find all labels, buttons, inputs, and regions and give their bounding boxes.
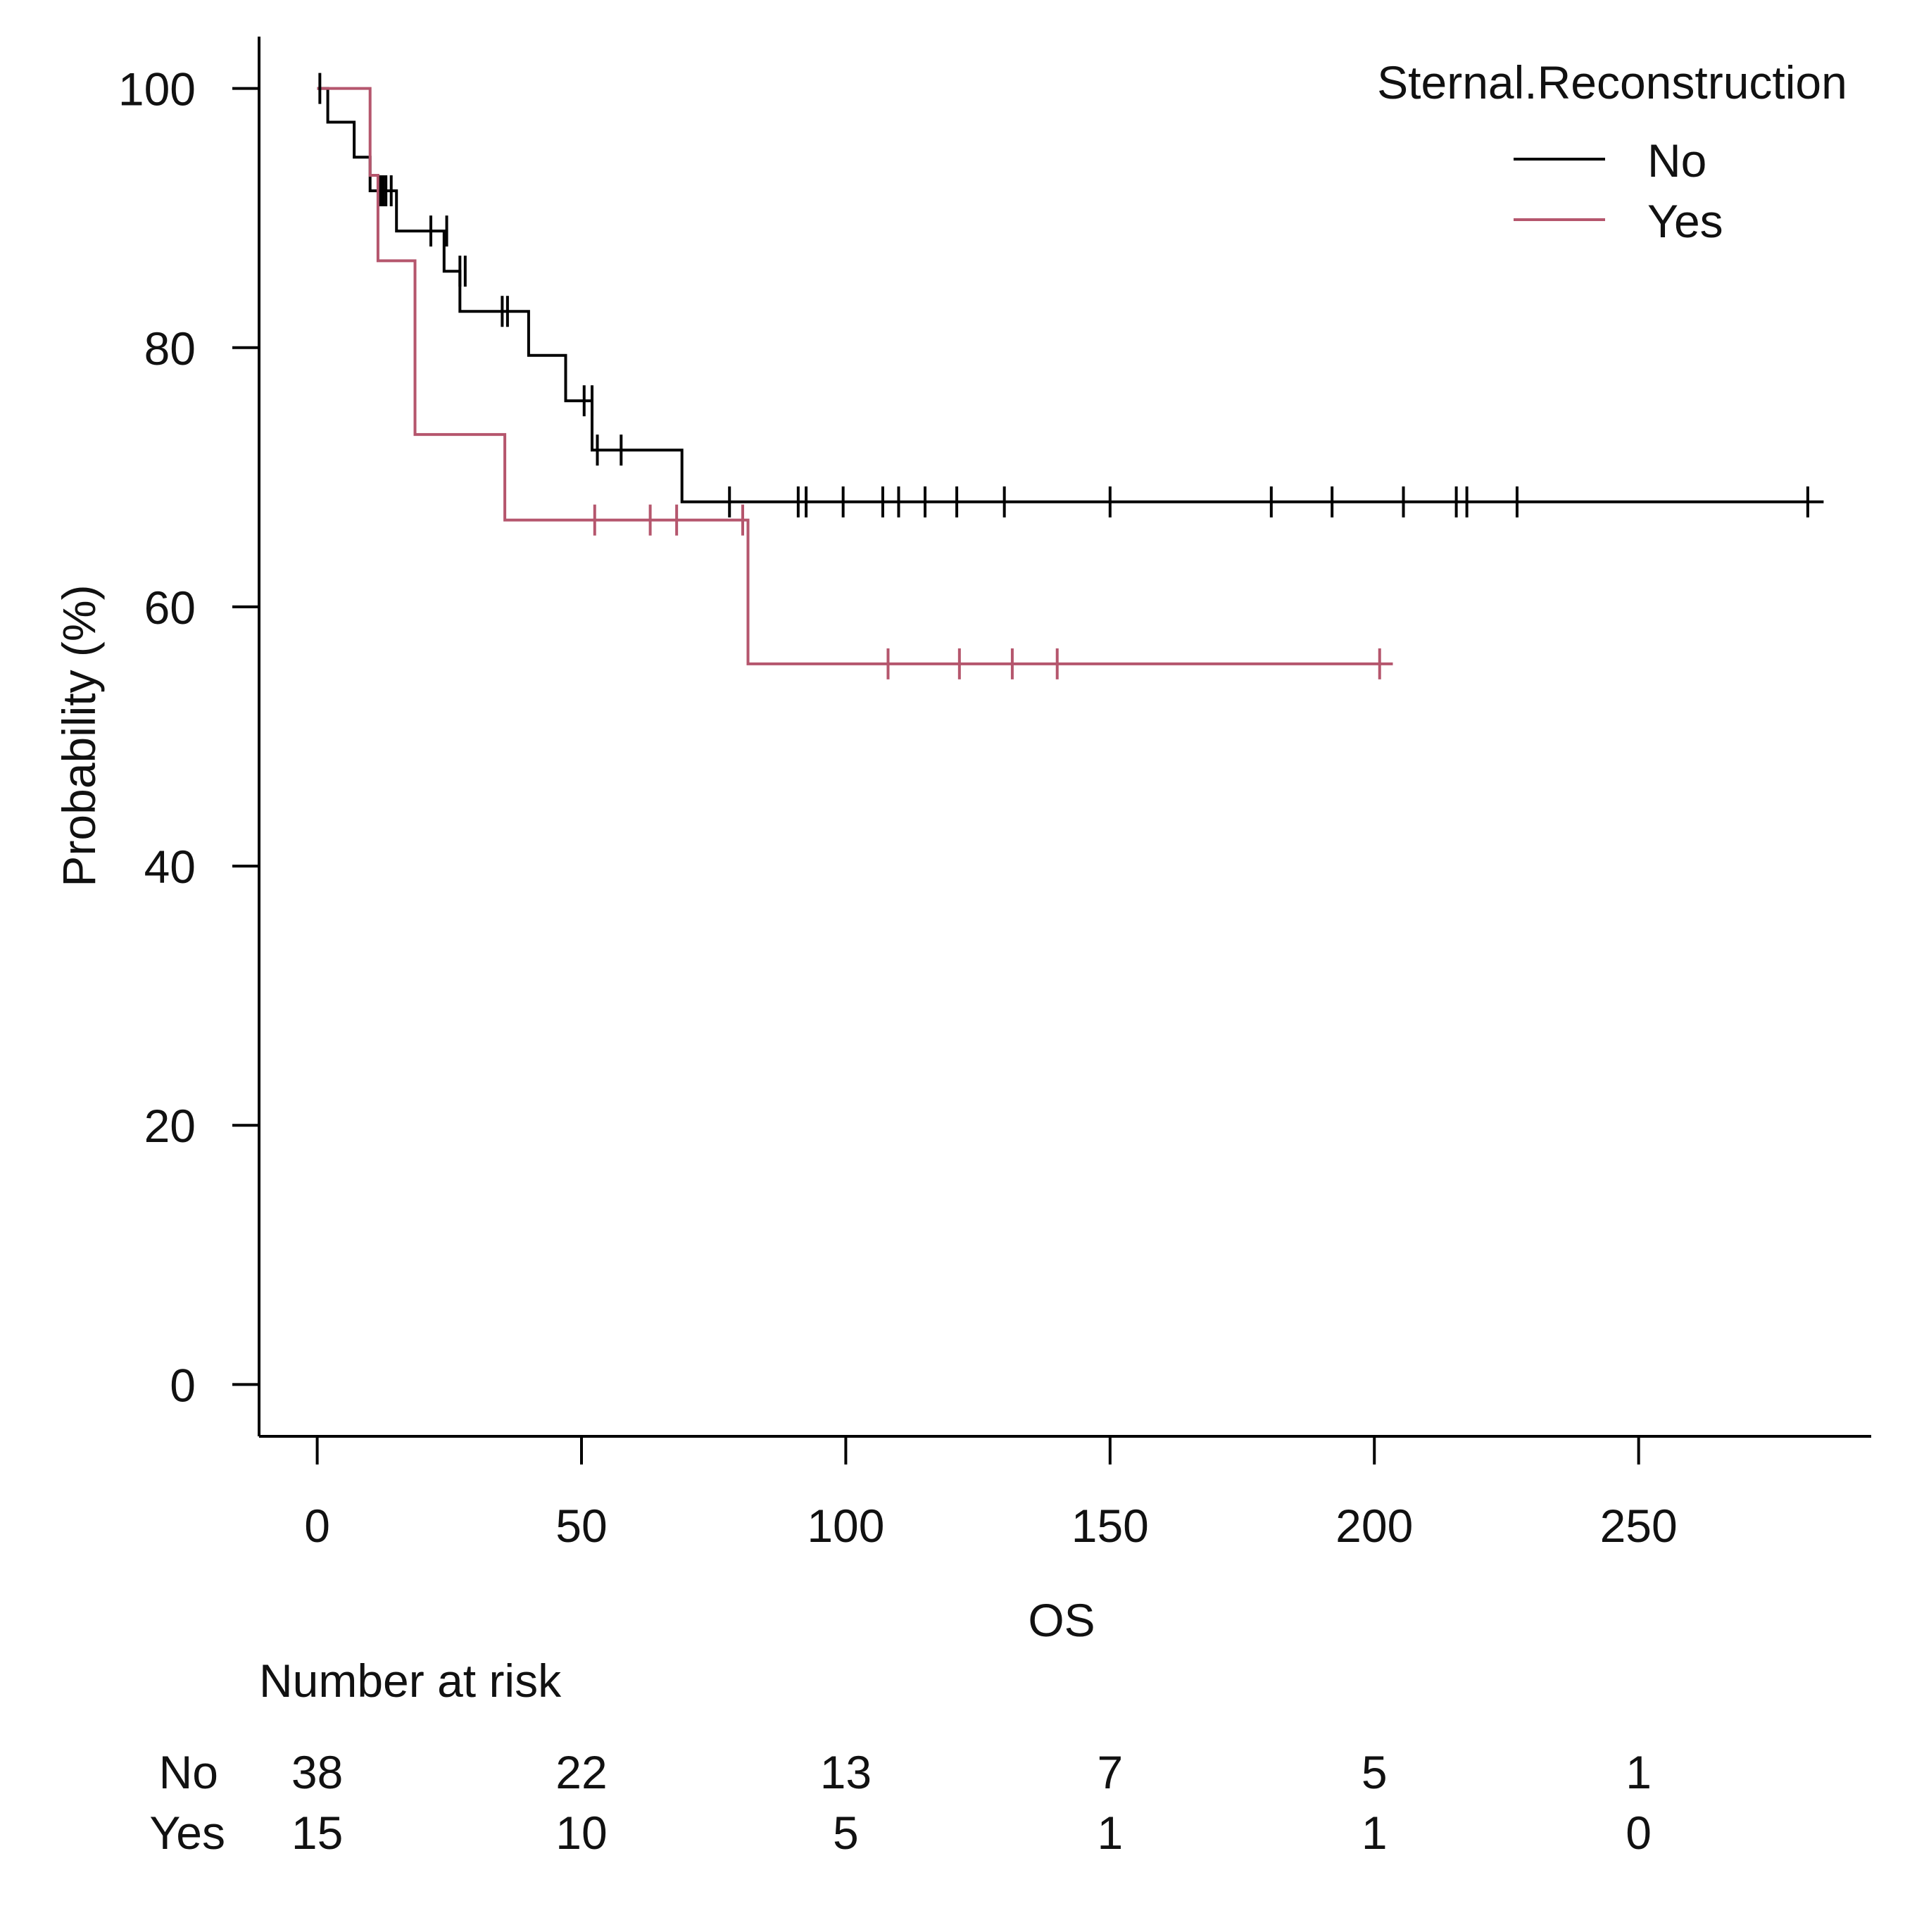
risk-count-yes: 1 [1097, 1807, 1123, 1859]
risk-row-label-no: No [159, 1746, 218, 1798]
x-tick-label: 0 [304, 1500, 330, 1552]
survival-curve-yes [317, 87, 1393, 665]
risk-row-label-yes: Yes [149, 1807, 225, 1859]
axes [258, 37, 1871, 1438]
survival-curves [317, 87, 1824, 665]
survival-curve-no [317, 87, 1824, 503]
y-tick-label: 60 [144, 582, 196, 634]
risk-count-no: 22 [555, 1746, 607, 1798]
legend-label-no: No [1647, 134, 1706, 187]
y-tick-label: 100 [118, 63, 196, 115]
x-tick-label: 100 [807, 1500, 884, 1552]
legend-title: Sternal.Reconstruction [1377, 56, 1847, 108]
x-axis-title: OS [1028, 1594, 1095, 1646]
risk-table-title: Number at risk [259, 1655, 562, 1707]
risk-count-no: 38 [291, 1746, 343, 1798]
y-tick-label: 80 [144, 322, 196, 375]
risk-count-no: 7 [1097, 1746, 1123, 1798]
risk-table: Number at risk No Yes 38 22 13 7 5 115 10 5 1 1 0 [149, 1655, 1652, 1859]
x-tick-label: 50 [555, 1500, 607, 1552]
x-tick-label: 150 [1071, 1500, 1149, 1552]
censor-marks [318, 73, 1809, 679]
risk-counts: 38 22 13 7 5 115 10 5 1 1 0 [291, 1746, 1652, 1859]
risk-count-yes: 0 [1626, 1807, 1652, 1859]
legend-label-yes: Yes [1647, 195, 1723, 247]
x-tick-label: 200 [1335, 1500, 1413, 1552]
risk-count-yes: 10 [555, 1807, 607, 1859]
risk-count-no: 1 [1626, 1746, 1652, 1798]
y-ticks: 0 20 40 60 80 100 [118, 63, 259, 1411]
y-tick-label: 40 [144, 841, 196, 893]
legend: Sternal.Reconstruction No Yes [1377, 56, 1847, 247]
risk-count-no: 13 [820, 1746, 872, 1798]
x-ticks: 0 50 100 150 200 250 [304, 1436, 1678, 1552]
risk-count-yes: 5 [833, 1807, 859, 1859]
risk-count-no: 5 [1362, 1746, 1388, 1798]
y-tick-label: 0 [170, 1359, 196, 1411]
x-tick-label: 250 [1600, 1500, 1678, 1552]
risk-count-yes: 15 [291, 1807, 343, 1859]
y-axis-title: Probability (%) [53, 584, 105, 886]
risk-count-yes: 1 [1362, 1807, 1388, 1859]
y-tick-label: 20 [144, 1100, 196, 1152]
